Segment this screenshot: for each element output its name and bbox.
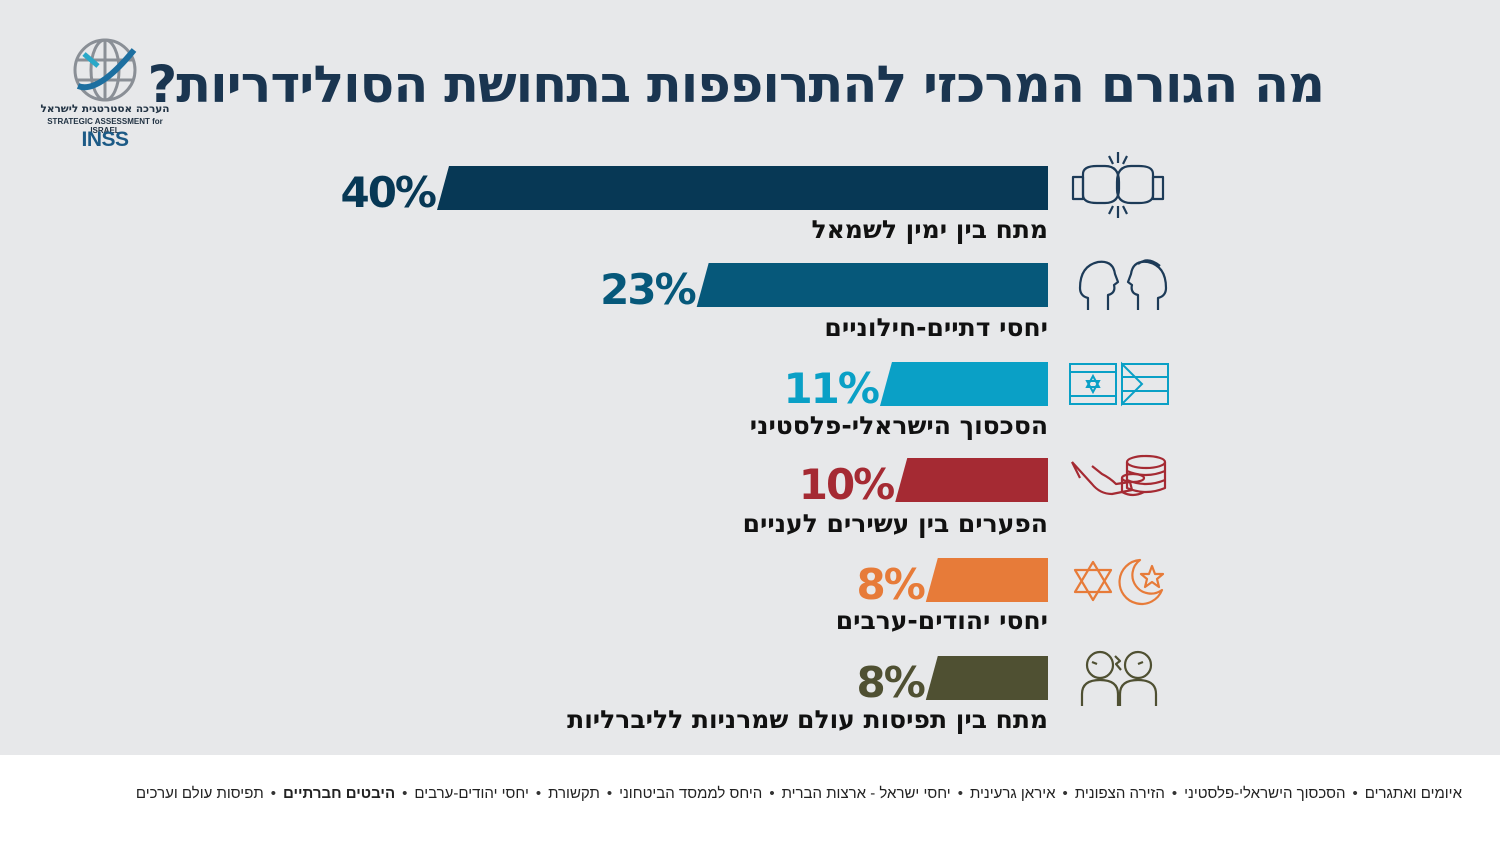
footer-topic-link[interactable]: תפיסות עולם וערכים [135, 785, 264, 802]
chart-title: מה הגורם המרכזי להתרופפות בתחושת הסולידר… [147, 56, 1325, 115]
bar-chart: 40% 23% 11% 10% 8% 8% [340, 152, 1169, 707]
bar-4 [895, 458, 1048, 502]
arguing-people-icon [1080, 650, 1158, 706]
footer-topic-link[interactable]: הסכסוך הישראלי-פלסטיני [1184, 785, 1346, 802]
logo-english-text: STRATEGIC ASSESSMENT for ISRAEL [47, 117, 163, 135]
bar-value-label-1: 40% [340, 168, 435, 217]
footer-separator: • [606, 785, 613, 802]
bar-1 [437, 166, 1048, 210]
bar-value-label-3: 11% [783, 364, 878, 413]
footer-separator: • [535, 785, 542, 802]
infographic-panel [0, 0, 1500, 755]
bar-value-label-4: 10% [799, 460, 894, 509]
boxing-gloves-icon [1071, 152, 1165, 218]
globe-icon [73, 38, 137, 102]
footer-separator: • [1062, 785, 1068, 802]
inss-logo: הערכה אסטרטגית לישראל STRATEGIC ASSESSME… [38, 36, 172, 156]
footer-separator: • [769, 785, 775, 802]
bar-6 [925, 656, 1048, 700]
footer-separator: • [1171, 785, 1178, 802]
bar-5 [925, 558, 1048, 602]
category-label-3: הסכסוך הישראלי-פלסטיני [749, 411, 1048, 440]
logo-inss-mark: INSS [81, 128, 129, 151]
topic-navigation-list: איומים ואתגרים • הסכסוך הישראלי-פלסטיני • הז… [136, 785, 1462, 802]
footer-topic-link[interactable]: יחסי יהודים-ערבים [414, 785, 529, 802]
category-label-5: יחסי יהודים-ערבים [835, 606, 1048, 635]
bar-value-label-2: 23% [600, 265, 695, 314]
footer-separator: • [402, 785, 408, 802]
category-label-4: הפערים בין עשירים לעניים [742, 509, 1048, 538]
topic-navigation-bar [0, 755, 1500, 844]
category-label-6: מתח בין תפיסות עולם שמרניות לליברליות [567, 705, 1048, 734]
footer-separator: • [957, 785, 963, 802]
star-crescent-icon [1073, 558, 1165, 606]
logo-hebrew-text: הערכה אסטרטגית לישראל [40, 103, 170, 115]
two-heads-icon [1078, 259, 1168, 310]
bar-value-label-6: 8% [856, 658, 924, 707]
bar-value-label-5: 8% [856, 560, 924, 609]
flags-icon [1069, 361, 1169, 407]
category-label-2: יחסי דתיים-חילוניים [824, 313, 1048, 342]
footer-topic-link[interactable]: איראן גרעינית [969, 785, 1056, 802]
footer-separator: • [270, 785, 276, 802]
footer-topic-link-active[interactable]: היבטים חברתיים [282, 785, 396, 802]
footer-topic-link[interactable]: היחס לממסד הביטחוני [619, 785, 763, 802]
bar-2 [696, 263, 1048, 307]
category-label-1: מתח בין ימין לשמאל [811, 215, 1048, 244]
bar-3 [879, 362, 1048, 406]
footer-topic-link[interactable]: הזירה הצפונית [1074, 785, 1165, 802]
footer-separator: • [1352, 785, 1358, 802]
hand-coins-icon [1071, 454, 1167, 497]
footer-topic-link[interactable]: איומים ואתגרים [1364, 785, 1462, 802]
footer-topic-link[interactable]: יחסי ישראל - ארצות הברית [781, 785, 951, 802]
footer-topic-link[interactable]: תקשורת [548, 785, 600, 802]
